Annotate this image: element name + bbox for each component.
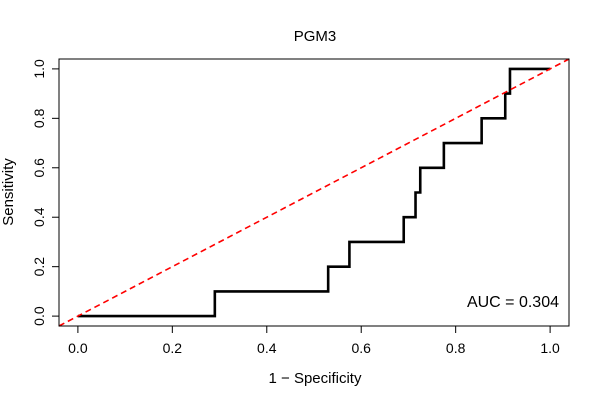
plot-frame bbox=[58, 58, 570, 327]
x-tick-label: 0.2 bbox=[163, 340, 183, 356]
plot-area bbox=[58, 58, 570, 327]
y-tick-label: 0.6 bbox=[31, 158, 47, 178]
x-axis-label: 1 − Specificity bbox=[269, 370, 362, 387]
y-tick-label: 1.0 bbox=[31, 59, 47, 79]
y-tick-label: 0.0 bbox=[31, 306, 47, 326]
y-tick-label: 0.4 bbox=[31, 207, 47, 227]
y-axis: 0.0 0.2 0.4 0.6 0.8 1.0 bbox=[31, 59, 60, 326]
y-tick-label: 0.8 bbox=[31, 108, 47, 128]
roc-curve-line bbox=[77, 67, 551, 318]
y-axis-label: Sensitivity bbox=[0, 158, 17, 226]
y-tick-label: 0.2 bbox=[31, 257, 47, 277]
auc-annotation: AUC = 0.304 bbox=[467, 294, 559, 311]
x-axis: 0.0 0.2 0.4 0.6 0.8 1.0 bbox=[68, 325, 560, 356]
x-tick-label: 0.4 bbox=[257, 340, 277, 356]
reference-diagonal-line bbox=[58, 58, 570, 327]
x-tick-label: 0.6 bbox=[351, 340, 371, 356]
x-tick-label: 1.0 bbox=[540, 340, 560, 356]
chart-title: PGM3 bbox=[294, 28, 337, 45]
x-tick-label: 0.8 bbox=[446, 340, 466, 356]
x-tick-label: 0.0 bbox=[68, 340, 88, 356]
